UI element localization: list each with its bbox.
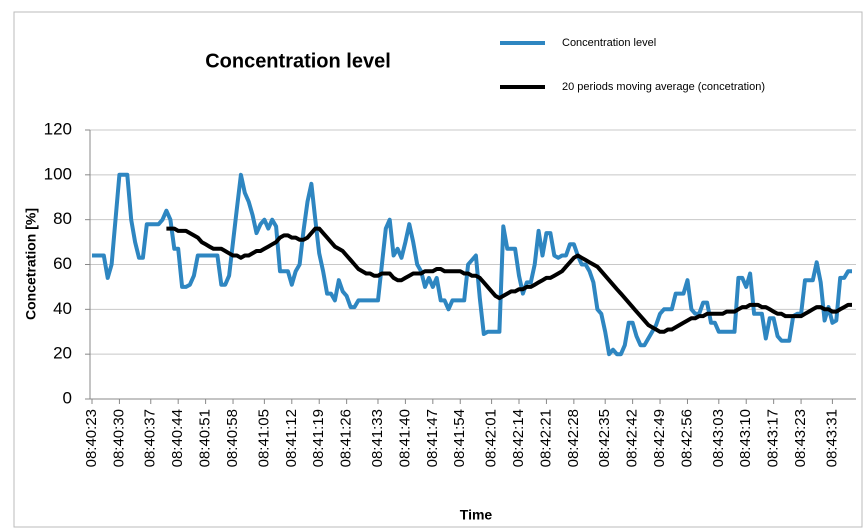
- y-tick-label: 60: [53, 254, 72, 273]
- x-tick-label: 08:40:23: [83, 409, 100, 467]
- x-tick-label: 08:41:47: [424, 409, 441, 467]
- y-tick-label: 0: [63, 388, 72, 407]
- x-tick-label: 08:43:17: [765, 409, 782, 467]
- series-line: [92, 172, 852, 357]
- x-tick-label: 08:42:35: [596, 409, 613, 467]
- y-tick-label: 20: [53, 344, 72, 363]
- x-tick-label: 08:42:14: [510, 409, 527, 467]
- y-axis-label: Concetration [%]: [23, 208, 39, 320]
- x-tick-label: 08:41:12: [283, 409, 300, 467]
- x-tick-label: 08:43:03: [710, 409, 727, 467]
- chart-title: Concentration level: [205, 50, 391, 72]
- x-tick-label: 08:41:19: [310, 409, 327, 467]
- x-tick-label: 08:42:01: [483, 409, 500, 467]
- x-tick-label: 08:40:58: [224, 409, 241, 467]
- x-axis-label: Time: [460, 507, 493, 523]
- x-tick-label: 08:42:21: [537, 409, 554, 467]
- x-tick-label: 08:41:40: [396, 409, 413, 467]
- x-tick-label: 08:41:33: [369, 409, 386, 467]
- y-tick-label: 80: [53, 209, 72, 228]
- x-tick-label: 08:42:49: [651, 409, 668, 467]
- x-tick-label: 08:41:26: [338, 409, 355, 467]
- x-tick-label: 08:43:23: [792, 409, 809, 467]
- x-tick-label: 08:40:30: [110, 409, 127, 467]
- legend-label: Concentration level: [562, 37, 656, 49]
- x-tick-label: 08:42:42: [624, 409, 641, 467]
- x-tick-label: 08:40:44: [169, 409, 186, 467]
- x-tick-label: 08:42:56: [678, 409, 695, 467]
- y-tick-label: 120: [44, 119, 72, 138]
- y-tick-label: 40: [53, 299, 72, 318]
- x-tick-label: 08:40:51: [197, 409, 214, 467]
- x-tick-label: 08:41:05: [255, 409, 272, 467]
- x-tick-label: 08:41:54: [451, 409, 468, 467]
- series-line: [166, 226, 852, 334]
- x-tick-label: 08:43:10: [737, 409, 754, 467]
- legend-label: 20 periods moving average (concetration): [562, 81, 765, 93]
- y-tick-label: 100: [44, 164, 72, 183]
- x-tick-label: 08:42:28: [565, 409, 582, 467]
- x-tick-label: 08:43:31: [823, 409, 840, 467]
- x-tick-label: 08:40:37: [142, 409, 159, 467]
- frame: [13, 11, 863, 528]
